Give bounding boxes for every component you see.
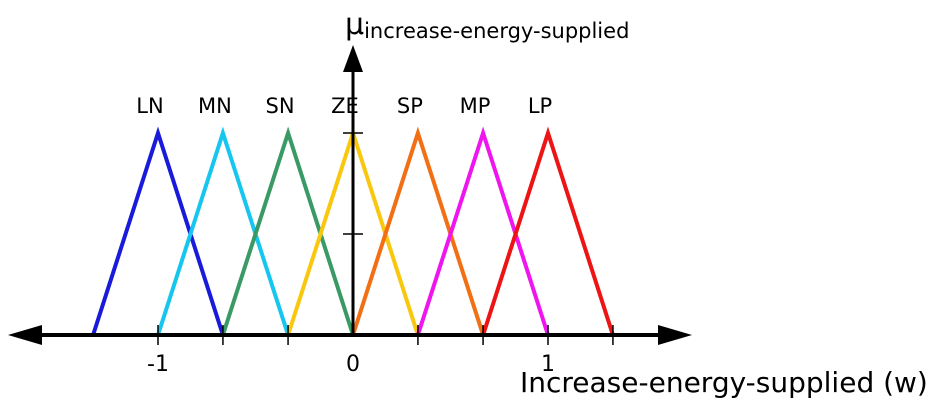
x-axis-label: Increase-energy-supplied (w)	[520, 366, 928, 399]
y-axis-subscript: increase-energy-supplied	[364, 19, 629, 43]
series-label-ln: LN	[136, 94, 163, 118]
series-label-mn: MN	[198, 94, 232, 118]
ticks-layer: -1 0 1	[147, 132, 614, 377]
series-mp-line	[415, 126, 550, 336]
series-label-sp: SP	[397, 94, 423, 118]
series-ln-line	[91, 126, 225, 336]
series-sp-line	[351, 126, 486, 336]
y-axis-label: μincrease-energy-supplied	[345, 7, 629, 43]
series-label-sn: SN	[266, 94, 295, 118]
x-tick-label: 0	[346, 352, 360, 377]
x-tick-label: -1	[147, 352, 169, 377]
x-tick-label: 1	[541, 352, 555, 377]
axes-layer	[8, 45, 692, 345]
x-axis-right-arrow-icon	[658, 325, 692, 345]
series-mn-line	[156, 126, 291, 336]
series-lp-line	[481, 126, 615, 336]
y-axis-arrow-icon	[343, 45, 363, 72]
y-axis-symbol: μ	[345, 7, 364, 42]
labels-layer: μincrease-energy-supplied Increase-energ…	[136, 7, 928, 399]
series-label-lp: LP	[528, 94, 552, 118]
series-sn-line	[220, 126, 355, 336]
series-layer	[91, 126, 615, 336]
series-label-mp: MP	[460, 94, 491, 118]
series-label-ze: ZE	[331, 94, 359, 118]
x-axis-left-arrow-icon	[8, 325, 42, 345]
